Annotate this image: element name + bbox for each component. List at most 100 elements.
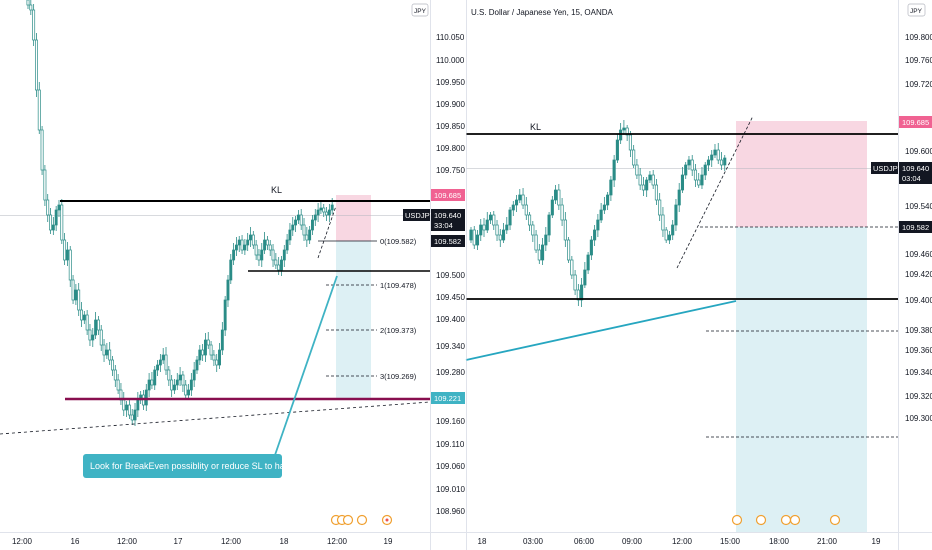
candle-body — [240, 239, 244, 251]
svg-text:109.685: 109.685 — [902, 118, 929, 127]
candle-body — [498, 234, 502, 241]
right-y-tick-label: 109.600 — [905, 147, 932, 156]
candle-body — [583, 269, 587, 286]
candle-body — [91, 334, 95, 341]
candle-body — [674, 204, 678, 226]
left-x-tick-label: 17 — [174, 537, 183, 546]
candle-body — [325, 211, 329, 216]
candle-body — [263, 239, 267, 251]
svg-text:109.221: 109.221 — [434, 394, 461, 403]
candle-body — [105, 349, 109, 356]
right-candlesticks — [469, 120, 727, 307]
right-chart-title: U.S. Dollar / Japanese Yen, 15, OANDA — [471, 8, 614, 17]
left-y-tick-label: 109.400 — [436, 315, 465, 324]
candle-body — [641, 184, 645, 191]
candle-body — [570, 259, 574, 276]
candle-body — [330, 204, 334, 211]
candle-body — [274, 259, 278, 266]
candle-body — [648, 174, 652, 181]
candle-body — [541, 244, 545, 261]
candle-body — [178, 374, 182, 381]
left-event-icons — [330, 514, 393, 526]
left-target-tag: 109.685 — [431, 189, 465, 201]
right-x-tick-label: 19 — [872, 537, 881, 546]
candle-body — [150, 379, 154, 386]
candle-body — [257, 254, 261, 261]
candle-body — [479, 224, 483, 236]
candle-body — [505, 224, 509, 231]
candle-body — [299, 214, 303, 226]
flag-event-icon — [780, 514, 792, 526]
candle-body — [246, 239, 250, 246]
left-x-tick-label: 12:00 — [12, 537, 33, 546]
candle-body — [108, 349, 112, 361]
left-y-tick-label: 109.010 — [436, 485, 465, 494]
candle-body — [316, 209, 320, 216]
candle-body — [557, 189, 561, 206]
right-y-tick-label: 109.420 — [905, 270, 932, 279]
candle-body — [488, 214, 493, 221]
candle-body — [567, 239, 571, 261]
candle-body — [501, 229, 506, 241]
candle-body — [116, 379, 120, 391]
candle-body — [71, 279, 75, 301]
candle-body — [125, 404, 129, 411]
candle-body — [68, 249, 72, 281]
left-support-tag: 109.221 — [431, 392, 465, 404]
right-y-tick-label: 109.720 — [905, 80, 932, 89]
candle-body — [327, 209, 331, 216]
candle-body — [485, 219, 489, 231]
candle-body — [209, 344, 213, 356]
candle-body — [586, 254, 590, 271]
candle-body — [693, 169, 698, 181]
left-y-axis: 110.050 110.000 109.950 109.900 109.850 109.8… — [436, 33, 465, 516]
left-currency-badge: JPY — [411, 3, 429, 17]
left-y-tick-label: 109.160 — [436, 417, 465, 426]
right-x-tick-label: 06:00 — [574, 537, 595, 546]
candle-body — [170, 379, 174, 391]
candle-body — [622, 127, 626, 131]
candle-body — [57, 204, 61, 211]
right-x-tick-label: 12:00 — [672, 537, 693, 546]
candle-body — [34, 39, 38, 91]
right-y-tick-label: 109.340 — [905, 368, 932, 377]
candle-body — [651, 174, 655, 186]
candle-body — [576, 289, 580, 301]
candle-body — [654, 184, 658, 201]
svg-text:JPY: JPY — [910, 8, 923, 15]
candle-body — [280, 259, 283, 271]
left-y-tick-label: 108.960 — [436, 507, 465, 516]
svg-text:USDJPY: USDJPY — [873, 164, 903, 173]
left-y-tick-label: 109.060 — [436, 462, 465, 471]
candle-body — [710, 154, 714, 161]
left-fib-2: 2(109.373) — [380, 326, 417, 335]
svg-text:109.685: 109.685 — [434, 191, 461, 200]
candle-body — [226, 279, 230, 301]
left-y-tick-label: 109.450 — [436, 293, 465, 302]
candle-body — [475, 234, 480, 246]
candle-body — [291, 224, 295, 231]
candle-body — [144, 389, 148, 406]
flag-event-icon — [789, 514, 801, 526]
candle-body — [311, 219, 314, 231]
candle-body — [192, 369, 196, 381]
right-y-tick-label: 109.360 — [905, 346, 932, 355]
candle-body — [313, 214, 317, 221]
candle-body — [612, 159, 616, 181]
candle-body — [524, 204, 528, 216]
candle-body — [606, 194, 610, 206]
candle-body — [249, 234, 252, 241]
left-callout: Look for BreakEven possiblity or reduce … — [83, 454, 290, 478]
candle-body — [96, 319, 100, 331]
candle-body — [544, 234, 548, 246]
candle-body — [615, 139, 619, 161]
flag-event-icon — [342, 514, 354, 526]
right-y-tick-label: 109.300 — [905, 414, 932, 423]
candle-body — [632, 149, 636, 166]
candle-body — [319, 207, 323, 211]
candle-body — [534, 234, 538, 251]
left-y-tick-label: 109.800 — [436, 144, 465, 153]
candle-body — [82, 314, 86, 321]
left-reward-zone — [336, 241, 371, 398]
